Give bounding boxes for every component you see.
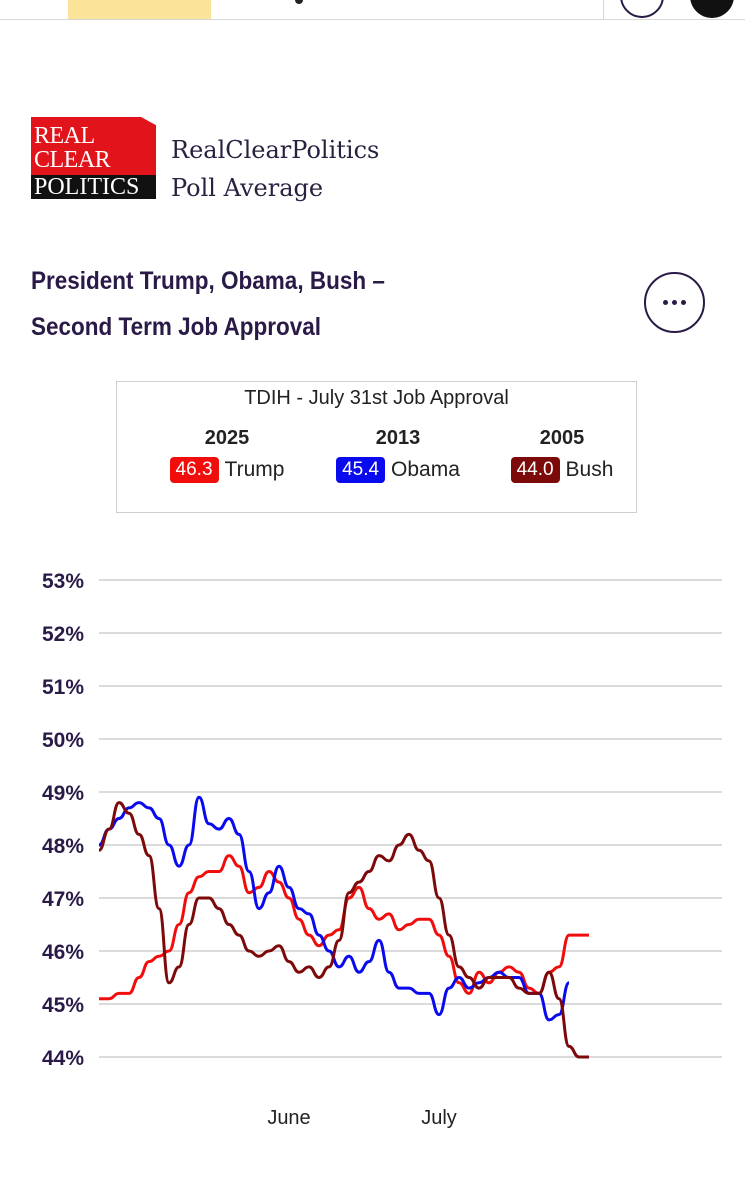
x-tick-label: July <box>421 1107 457 1129</box>
tdih-header: TDIH - July 31st Job Approval <box>244 387 509 409</box>
y-tick-label: 52% <box>42 623 84 646</box>
y-tick-label: 47% <box>42 888 84 911</box>
logo-black-block <box>31 175 156 199</box>
tdih-value-badge: 45.4 <box>336 457 386 483</box>
chart-title-line1: President Trump, Obama, Bush – <box>31 267 385 295</box>
brand-name: RealClearPolitics <box>171 136 380 164</box>
logo-word-real: REAL <box>34 123 95 149</box>
tdih-president-name: Trump <box>224 458 285 481</box>
y-tick-label: 46% <box>42 941 84 964</box>
nav-circle-button[interactable] <box>620 0 664 18</box>
nav-divider <box>0 19 745 20</box>
tdih-value-badge: 46.3 <box>169 457 219 483</box>
tdih-president-name: Obama <box>391 458 460 481</box>
logo-word-clear: CLEAR <box>34 147 111 173</box>
tdih-year: 2005 <box>539 427 585 449</box>
tdih-panel: TDIH - July 31st Job Approval 2025 46.3 … <box>116 381 637 513</box>
tdih-entry-obama: 2013 45.4 Obama <box>313 427 483 483</box>
nav-account-button[interactable] <box>690 0 734 18</box>
series-line-bush <box>98 801 589 1059</box>
y-tick-label: 48% <box>42 835 84 858</box>
tdih-entry-bush: 2005 44.0 Bush <box>477 427 647 483</box>
more-horizontal-icon <box>663 300 668 305</box>
brand-text: RealClearPolitics Poll Average <box>171 131 379 207</box>
x-tick-label: June <box>267 1107 310 1129</box>
nav-tab-highlight[interactable] <box>68 0 211 19</box>
tdih-president-name: Bush <box>565 458 614 481</box>
y-tick-label: 49% <box>42 782 84 805</box>
tdih-entry-trump: 2025 46.3 Trump <box>142 427 312 483</box>
y-tick-label: 44% <box>42 1047 84 1070</box>
y-tick-label: 50% <box>42 729 84 752</box>
tdih-year: 2013 <box>375 427 421 449</box>
tdih-value-badge: 44.0 <box>510 457 560 483</box>
rcp-logo: REAL CLEAR POLITICS <box>31 117 156 199</box>
series-line-obama <box>98 795 571 1022</box>
y-tick-label: 45% <box>42 994 84 1017</box>
y-tick-label: 53% <box>42 570 84 593</box>
chart-title: President Trump, Obama, Bush – Second Te… <box>31 258 535 350</box>
nav-text-fragment <box>295 0 303 4</box>
logo-word-politics: POLITICS <box>34 174 140 200</box>
tdih-year: 2025 <box>204 427 250 449</box>
top-nav-bar <box>0 0 745 20</box>
chart-title-line2: Second Term Job Approval <box>31 313 322 341</box>
more-options-button[interactable] <box>644 272 705 333</box>
approval-line-chart: 53% 52% 51% 50% 49% 48% 47% 46% 45% 44% June July <box>42 570 722 1129</box>
brand-subtitle: Poll Average <box>171 174 324 202</box>
logo-red-block <box>31 117 156 175</box>
nav-vertical-divider <box>603 0 604 19</box>
y-tick-label: 51% <box>42 676 84 699</box>
